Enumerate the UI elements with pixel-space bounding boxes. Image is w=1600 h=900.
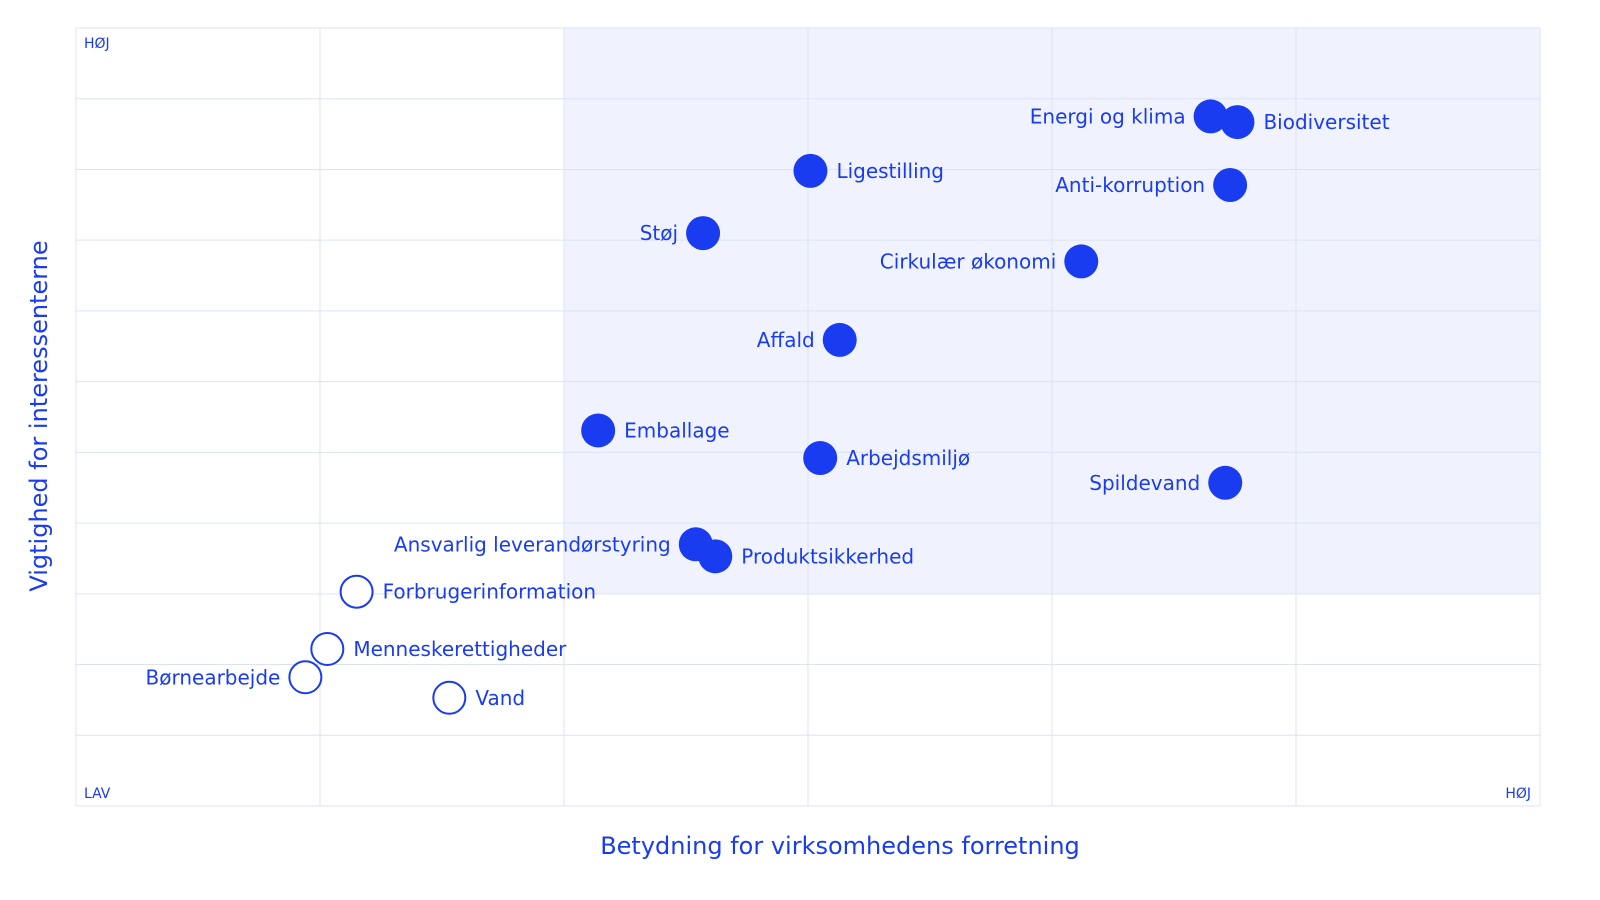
point-marker [1193,99,1228,134]
point-marker [686,216,721,251]
point-label: Ansvarlig leverandørstyring [394,532,671,556]
data-point: Spildevand [1089,465,1243,500]
point-label: Anti-korruption [1055,173,1205,197]
point-label: Cirkulær økonomi [880,249,1056,273]
point-marker [698,539,733,574]
point-marker [793,153,828,188]
point-marker [581,413,616,448]
y-axis-title: Vigtighed for interessenterne [25,240,53,591]
data-point: Emballage [581,413,730,448]
point-label: Arbejdsmiljø [846,446,970,470]
x-low-label: LAV [84,786,111,802]
point-label: Spildevand [1089,471,1200,495]
point-label: Menneskerettigheder [353,637,567,661]
point-label: Emballage [624,418,729,442]
data-point: Ligestilling [793,153,944,188]
point-marker [1064,244,1099,279]
data-point: Arbejdsmiljø [803,441,970,476]
data-point: Affald [757,322,857,357]
data-point: Vand [432,680,525,715]
point-label: Forbrugerinformation [383,580,596,604]
data-point: Produktsikkerhed [698,539,914,574]
data-point: Børnearbejde [146,660,323,695]
point-label: Biodiversitet [1263,110,1389,134]
point-label: Produktsikkerhed [741,544,914,568]
grid [75,27,1541,807]
y-high-label: HØJ [84,36,110,52]
point-label: Affald [757,328,815,352]
point-marker [288,660,323,695]
point-label: Støj [640,221,678,245]
data-points: Energi og klima Biodiversitet Ligestilling… [146,99,1390,715]
point-marker [822,322,857,357]
data-point: Energi og klima [1030,99,1228,134]
x-high-label: HØJ [1505,786,1531,802]
data-point: Cirkulær økonomi [880,244,1099,279]
point-marker [1213,168,1248,203]
point-marker [1220,105,1255,140]
data-point: Støj [640,216,721,251]
point-marker [310,631,345,666]
point-label: Ligestilling [836,159,944,183]
point-label: Energi og klima [1030,104,1186,128]
data-point: Ansvarlig leverandørstyring [394,527,713,562]
point-marker [339,574,374,609]
point-marker [1208,465,1243,500]
data-point: Biodiversitet [1220,105,1390,140]
data-point: Forbrugerinformation [339,574,596,609]
point-marker [432,680,467,715]
point-label: Børnearbejde [146,665,281,689]
x-axis-title: Betydning for virksomhedens forretning [600,832,1080,860]
point-marker [803,441,838,476]
data-point: Anti-korruption [1055,168,1248,203]
data-point: Menneskerettigheder [310,631,567,666]
point-label: Vand [475,686,525,710]
